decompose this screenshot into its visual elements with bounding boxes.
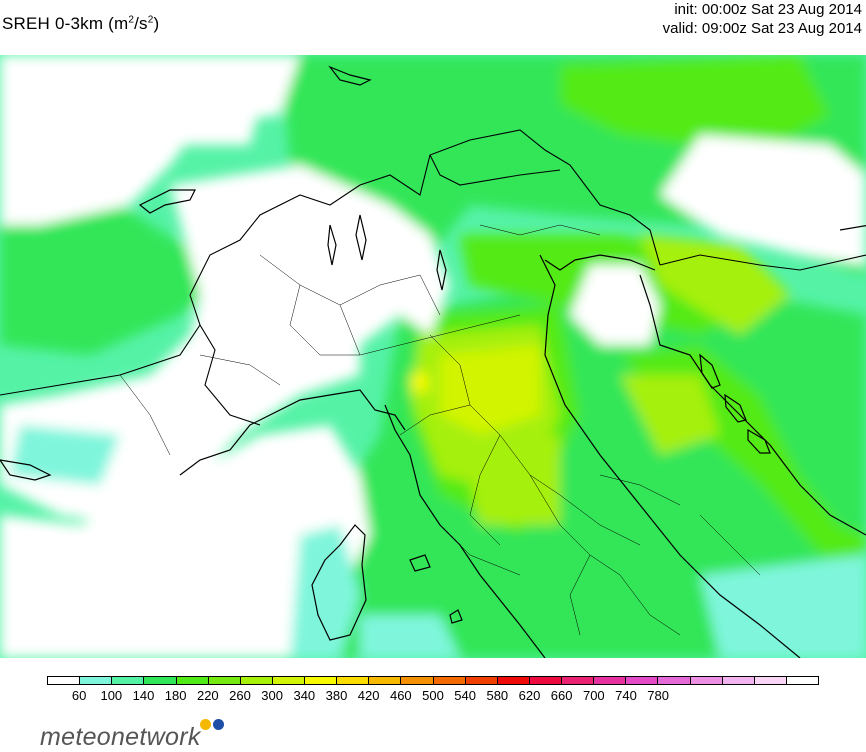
legend-swatch bbox=[658, 677, 691, 684]
legend-ticks: 60 100 140 180 220 260 300 340 380 420 4… bbox=[47, 688, 819, 704]
regional-borders bbox=[119, 224, 761, 636]
legend-swatch bbox=[272, 677, 305, 684]
map-panel bbox=[0, 55, 866, 658]
legend-swatch bbox=[401, 677, 434, 684]
legend-tick: 100 bbox=[100, 688, 123, 703]
legend-tick: 500 bbox=[422, 688, 444, 703]
legend-tick: 740 bbox=[615, 688, 637, 703]
legend-swatch bbox=[176, 677, 209, 684]
legend-tick: 60 bbox=[71, 688, 87, 703]
legend-tick: 660 bbox=[550, 688, 573, 703]
legend-swatch bbox=[48, 677, 81, 684]
legend-swatch bbox=[240, 677, 273, 684]
legend-swatch bbox=[562, 677, 595, 684]
legend-swatch bbox=[337, 677, 370, 684]
legend-swatch bbox=[305, 677, 338, 684]
legend-swatch bbox=[433, 677, 466, 684]
legend-tick: 620 bbox=[518, 688, 541, 703]
legend-swatch bbox=[626, 677, 659, 684]
legend-swatch bbox=[594, 677, 627, 684]
legend-tick: 380 bbox=[325, 688, 348, 703]
legend-tick: 580 bbox=[486, 688, 509, 703]
legend-colorbar bbox=[47, 676, 819, 685]
sreh-field bbox=[0, 55, 866, 658]
legend-tick: 220 bbox=[196, 688, 219, 703]
legend-tick: 300 bbox=[261, 688, 284, 703]
legend-tick: 140 bbox=[132, 688, 155, 703]
legend-swatch bbox=[208, 677, 241, 684]
legend-tick: 180 bbox=[164, 688, 187, 703]
logo-text: meteonetwork bbox=[40, 723, 201, 751]
valid-time: valid: 09:00z Sat 23 Aug 2014 bbox=[662, 20, 862, 37]
run-info: init: 00:00z Sat 23 Aug 2014 valid: 09:0… bbox=[663, 0, 862, 38]
legend-swatch bbox=[690, 677, 723, 684]
legend-swatch bbox=[369, 677, 402, 684]
legend-swatch bbox=[722, 677, 755, 684]
logo-dot-yellow-icon bbox=[200, 719, 211, 730]
legend-tick: 420 bbox=[357, 688, 380, 703]
sreh-map bbox=[0, 55, 866, 658]
legend-swatch bbox=[112, 677, 145, 684]
legend-tick: 260 bbox=[229, 688, 251, 703]
legend-swatch bbox=[144, 677, 177, 684]
legend-tick: 460 bbox=[389, 688, 412, 703]
meteonetwork-logo: meteonetwork bbox=[40, 719, 224, 752]
init-time: init: 00:00z Sat 23 Aug 2014 bbox=[674, 1, 862, 18]
legend-swatch bbox=[786, 677, 818, 684]
legend-tick: 540 bbox=[454, 688, 477, 703]
legend-swatch bbox=[529, 677, 562, 684]
legend-tick: 780 bbox=[647, 688, 670, 703]
legend-tick: 340 bbox=[293, 688, 316, 703]
legend-tick: 700 bbox=[582, 688, 605, 703]
legend-swatch bbox=[497, 677, 530, 684]
legend-swatch bbox=[754, 677, 787, 684]
legend-swatch bbox=[80, 677, 113, 684]
chart-title: SREH 0-3km (m2/s2) bbox=[2, 14, 160, 33]
legend-swatch bbox=[465, 677, 498, 684]
logo-dot-blue-icon bbox=[213, 719, 224, 730]
